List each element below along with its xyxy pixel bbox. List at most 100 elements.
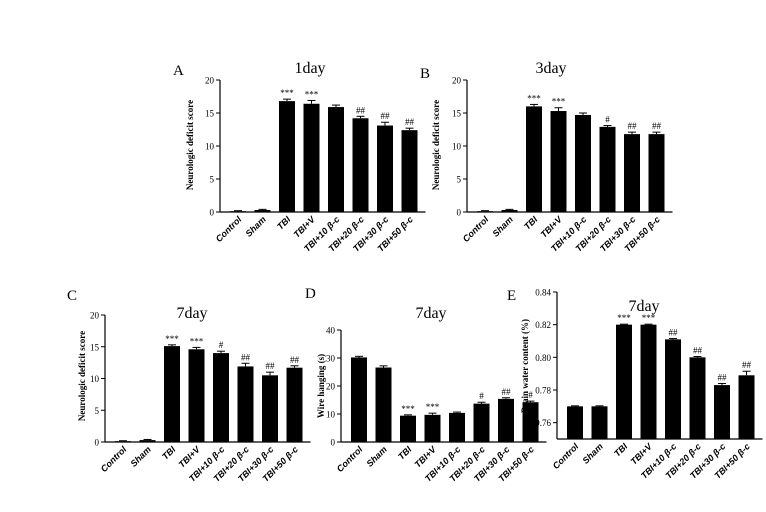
y-axis-label: Neurologic deficit score bbox=[77, 331, 87, 421]
y-tick-label: 20 bbox=[90, 311, 100, 321]
y-tick-label: 5 bbox=[210, 175, 215, 185]
bar bbox=[424, 414, 441, 442]
x-tick-label: Sham bbox=[581, 441, 605, 465]
significance-label: *** bbox=[190, 336, 204, 346]
y-tick-label: 0 bbox=[331, 438, 336, 448]
bar bbox=[550, 111, 567, 212]
panel-title: 7day bbox=[415, 305, 446, 322]
bar bbox=[449, 412, 465, 442]
y-tick-label: 0 bbox=[95, 438, 100, 448]
x-tick-label: TBI bbox=[275, 214, 293, 232]
bar bbox=[262, 375, 278, 442]
x-tick-label: Sham bbox=[365, 444, 389, 468]
bar bbox=[616, 324, 632, 439]
y-tick-label: 20 bbox=[326, 382, 336, 392]
bar bbox=[164, 346, 180, 442]
bar bbox=[401, 130, 418, 212]
significance-label: # bbox=[605, 115, 610, 125]
y-axis-label: Brain water content (%) bbox=[520, 319, 530, 413]
bar bbox=[230, 211, 246, 212]
y-tick-label: 20 bbox=[452, 76, 462, 86]
panel-letter: C bbox=[67, 288, 77, 304]
significance-label: ## bbox=[628, 121, 638, 131]
x-tick-label: TBI bbox=[522, 214, 540, 232]
y-tick-label: 0.84 bbox=[535, 288, 551, 298]
bar bbox=[279, 101, 295, 212]
x-tick-label: TBI bbox=[160, 444, 178, 462]
bar bbox=[400, 415, 416, 442]
significance-label: *** bbox=[426, 402, 440, 412]
bar bbox=[526, 106, 542, 212]
y-tick-label: 10 bbox=[452, 142, 462, 152]
x-tick-label: Sham bbox=[129, 444, 153, 468]
bar bbox=[139, 440, 156, 442]
significance-label: *** bbox=[552, 97, 566, 107]
bar bbox=[640, 324, 657, 439]
y-tick-label: 40 bbox=[326, 326, 336, 336]
panel-title: 7day bbox=[628, 298, 659, 315]
bar bbox=[188, 349, 205, 442]
bar bbox=[237, 366, 254, 442]
significance-label: *** bbox=[642, 313, 656, 323]
bar bbox=[522, 402, 539, 442]
significance-label: *** bbox=[617, 313, 631, 323]
panel-title: 1day bbox=[294, 60, 325, 77]
y-tick-label: 0.80 bbox=[535, 353, 551, 363]
significance-label: ## bbox=[290, 355, 300, 365]
bar bbox=[591, 406, 608, 439]
x-tick-label: TBI bbox=[396, 444, 414, 462]
x-tick-label: Control bbox=[214, 214, 244, 244]
panel-letter: D bbox=[305, 286, 316, 302]
significance-label: ## bbox=[356, 105, 366, 115]
significance-label: ## bbox=[266, 361, 276, 371]
x-tick-label: Control bbox=[461, 214, 491, 244]
significance-label: *** bbox=[165, 334, 179, 344]
bar bbox=[328, 107, 344, 212]
bar bbox=[689, 357, 706, 439]
bar bbox=[501, 210, 518, 212]
bar bbox=[303, 103, 320, 212]
significance-label: ## bbox=[502, 387, 512, 397]
y-tick-label: 0.76 bbox=[535, 418, 551, 428]
y-tick-label: 10 bbox=[205, 142, 215, 152]
x-tick-label: Control bbox=[99, 444, 129, 474]
x-tick-label: Sham bbox=[244, 214, 268, 238]
significance-label: # bbox=[479, 391, 484, 401]
x-tick-label: Control bbox=[551, 441, 581, 471]
bar bbox=[377, 125, 393, 212]
y-tick-label: 0 bbox=[457, 208, 462, 218]
bar bbox=[567, 406, 583, 439]
y-tick-label: 15 bbox=[205, 109, 215, 119]
y-tick-label: 15 bbox=[90, 342, 100, 352]
x-tick-label: Control bbox=[335, 444, 365, 474]
bar bbox=[498, 398, 514, 442]
bar bbox=[351, 357, 367, 442]
bar bbox=[115, 441, 131, 442]
y-axis-label: Neurologic deficit score bbox=[431, 100, 441, 190]
x-tick-label: Sham bbox=[491, 214, 515, 238]
bar bbox=[575, 114, 591, 212]
bar bbox=[213, 353, 229, 442]
y-tick-label: 0.82 bbox=[535, 320, 551, 330]
y-tick-label: 10 bbox=[326, 410, 336, 420]
bar bbox=[286, 367, 303, 442]
x-tick-label: TBI bbox=[612, 441, 630, 459]
bar bbox=[473, 403, 490, 442]
significance-label: ## bbox=[669, 328, 679, 338]
bar bbox=[665, 339, 681, 439]
significance-label: *** bbox=[305, 89, 319, 99]
bar bbox=[599, 126, 616, 212]
panel-title: 7day bbox=[176, 305, 207, 322]
bar bbox=[624, 134, 640, 212]
y-tick-label: 5 bbox=[457, 175, 462, 185]
significance-label: ## bbox=[405, 117, 415, 127]
significance-label: *** bbox=[527, 93, 541, 103]
bar bbox=[714, 385, 730, 439]
panel-letter: E bbox=[507, 288, 516, 304]
bar bbox=[352, 118, 369, 212]
significance-label: *** bbox=[280, 88, 294, 98]
bar bbox=[648, 134, 665, 212]
bar bbox=[477, 211, 493, 212]
y-tick-label: 0 bbox=[210, 208, 215, 218]
